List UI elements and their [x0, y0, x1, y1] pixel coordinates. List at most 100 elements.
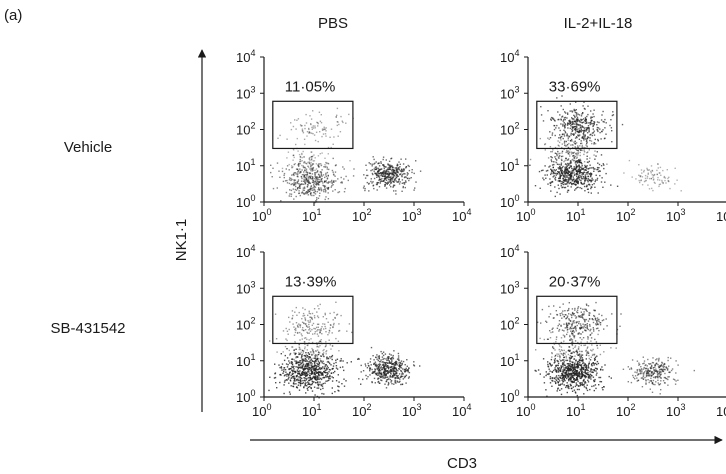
event-point: [596, 128, 598, 131]
event-point: [651, 169, 653, 172]
event-point: [324, 164, 326, 166]
event-point: [279, 381, 281, 384]
event-point: [319, 192, 321, 194]
event-point: [310, 387, 312, 389]
event-point: [336, 314, 338, 316]
event-point: [318, 187, 320, 189]
event-point: [585, 358, 587, 360]
event-point: [290, 352, 292, 355]
event-point: [399, 380, 401, 383]
event-point: [303, 171, 305, 173]
event-point: [313, 192, 316, 194]
event-point: [320, 122, 323, 124]
event-point: [630, 368, 633, 370]
event-point: [583, 318, 585, 321]
event-point: [288, 368, 290, 371]
event-point: [578, 316, 581, 318]
event-point: [408, 371, 411, 374]
event-point: [571, 111, 574, 113]
event-point: [326, 187, 328, 189]
event-point: [304, 181, 306, 183]
event-point: [300, 125, 302, 127]
event-point: [307, 389, 309, 391]
event-point: [585, 324, 587, 326]
event-point: [399, 361, 401, 364]
event-point: [669, 187, 671, 190]
event-point: [553, 118, 555, 120]
event-point: [327, 153, 329, 155]
event-point: [295, 173, 297, 175]
event-point: [305, 359, 308, 361]
event-point: [597, 138, 599, 141]
event-point: [299, 379, 301, 381]
event-point: [589, 174, 592, 176]
event-point: [322, 133, 325, 135]
event-point: [303, 156, 305, 158]
event-point: [383, 374, 385, 376]
event-point: [360, 371, 362, 373]
event-point: [328, 329, 331, 332]
event-point: [661, 362, 664, 364]
event-point: [308, 367, 310, 369]
event-point: [335, 164, 337, 166]
event-point: [644, 177, 647, 180]
event-point: [314, 190, 316, 192]
event-point: [573, 381, 575, 383]
event-point: [570, 162, 573, 164]
event-point: [298, 376, 300, 378]
event-point: [336, 107, 339, 110]
event-point: [340, 176, 342, 179]
event-point: [278, 364, 280, 366]
event-point: [314, 367, 316, 369]
event-point: [600, 369, 602, 371]
event-point: [586, 327, 588, 329]
event-point: [328, 379, 330, 381]
event-point: [393, 367, 395, 370]
event-point: [387, 366, 390, 369]
event-point: [580, 355, 583, 358]
event-point: [395, 361, 397, 363]
event-point: [587, 125, 590, 127]
event-point: [584, 318, 586, 321]
event-point: [569, 359, 571, 361]
event-point: [575, 330, 577, 332]
event-point: [389, 179, 391, 181]
event-point: [310, 118, 313, 120]
event-point: [306, 186, 309, 188]
event-point: [579, 134, 581, 136]
event-point: [581, 369, 583, 371]
event-point: [583, 386, 586, 388]
event-point: [286, 157, 288, 159]
event-point: [582, 323, 584, 325]
event-point: [567, 189, 569, 192]
event-point: [580, 384, 582, 386]
event-point: [575, 113, 578, 115]
event-point: [325, 364, 327, 366]
event-point: [313, 308, 316, 310]
event-point: [310, 185, 312, 188]
event-point: [309, 356, 311, 358]
event-point: [594, 179, 597, 181]
event-point: [387, 378, 389, 381]
event-point: [385, 369, 387, 372]
event-point: [370, 180, 372, 183]
event-point: [269, 340, 271, 342]
event-point: [407, 164, 409, 167]
event-point: [574, 162, 577, 164]
event-point: [395, 371, 397, 373]
event-point: [331, 387, 333, 389]
event-point: [328, 368, 331, 371]
event-point: [570, 186, 572, 188]
event-point: [641, 369, 643, 371]
event-point: [584, 190, 586, 192]
event-point: [370, 169, 372, 172]
event-point: [585, 309, 587, 312]
event-point: [308, 326, 310, 328]
event-point: [380, 350, 382, 353]
event-point: [592, 166, 595, 169]
event-point: [592, 128, 594, 130]
event-point: [319, 344, 321, 347]
event-point: [335, 361, 337, 364]
event-point: [549, 330, 551, 332]
event-point: [593, 142, 595, 145]
